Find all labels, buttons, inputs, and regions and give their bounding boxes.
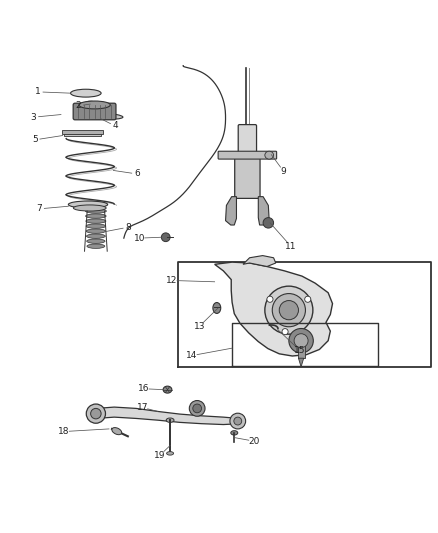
Bar [62, 130, 103, 134]
Ellipse shape [85, 214, 106, 218]
Text: 5: 5 [32, 135, 38, 144]
Ellipse shape [86, 219, 106, 223]
Circle shape [282, 329, 288, 335]
Circle shape [263, 217, 274, 228]
Text: 16: 16 [138, 384, 150, 393]
Text: 19: 19 [154, 450, 166, 459]
Circle shape [279, 301, 298, 320]
Ellipse shape [86, 224, 106, 228]
Circle shape [189, 400, 205, 416]
Polygon shape [258, 197, 269, 225]
Circle shape [289, 328, 313, 353]
Ellipse shape [79, 101, 110, 109]
Text: 10: 10 [134, 233, 145, 243]
Ellipse shape [85, 209, 106, 213]
Text: 12: 12 [166, 276, 177, 285]
Ellipse shape [87, 244, 105, 248]
Text: 20: 20 [248, 437, 260, 446]
Circle shape [305, 296, 311, 302]
Ellipse shape [166, 418, 174, 422]
Text: 13: 13 [194, 322, 205, 331]
Circle shape [267, 296, 273, 302]
Ellipse shape [213, 303, 221, 313]
Text: 1: 1 [35, 87, 41, 96]
Polygon shape [215, 262, 332, 356]
FancyBboxPatch shape [73, 103, 116, 120]
Circle shape [294, 334, 308, 348]
Text: 7: 7 [36, 204, 42, 213]
Ellipse shape [87, 101, 102, 107]
Text: 4: 4 [112, 122, 118, 131]
Ellipse shape [166, 451, 173, 455]
Ellipse shape [86, 229, 106, 233]
Ellipse shape [68, 201, 108, 208]
Text: 14: 14 [186, 351, 198, 360]
Text: 18: 18 [58, 427, 70, 436]
Polygon shape [226, 197, 237, 225]
Circle shape [230, 413, 246, 429]
FancyBboxPatch shape [218, 151, 277, 159]
Text: 3: 3 [31, 112, 36, 122]
Text: 9: 9 [281, 167, 286, 176]
Ellipse shape [87, 239, 105, 244]
Text: 11: 11 [285, 242, 297, 251]
Circle shape [161, 233, 170, 241]
Text: 17: 17 [137, 403, 148, 412]
Text: 15: 15 [294, 346, 306, 355]
Circle shape [265, 286, 313, 334]
Ellipse shape [231, 431, 238, 435]
Polygon shape [97, 407, 240, 425]
Bar [64, 134, 101, 136]
Text: 2: 2 [76, 101, 81, 110]
Text: 8: 8 [125, 223, 131, 232]
Circle shape [86, 404, 106, 423]
Ellipse shape [163, 386, 172, 393]
Ellipse shape [112, 427, 122, 435]
Ellipse shape [75, 112, 123, 119]
Bar [297, 342, 304, 358]
Ellipse shape [71, 89, 101, 97]
Ellipse shape [74, 205, 106, 211]
Polygon shape [243, 256, 276, 266]
Text: 6: 6 [134, 169, 140, 179]
Circle shape [272, 294, 305, 327]
Circle shape [193, 404, 201, 413]
FancyBboxPatch shape [238, 125, 257, 154]
Circle shape [234, 417, 242, 425]
Polygon shape [298, 358, 304, 367]
Ellipse shape [86, 234, 105, 238]
FancyBboxPatch shape [235, 155, 260, 198]
Ellipse shape [265, 151, 274, 159]
Circle shape [91, 408, 101, 419]
